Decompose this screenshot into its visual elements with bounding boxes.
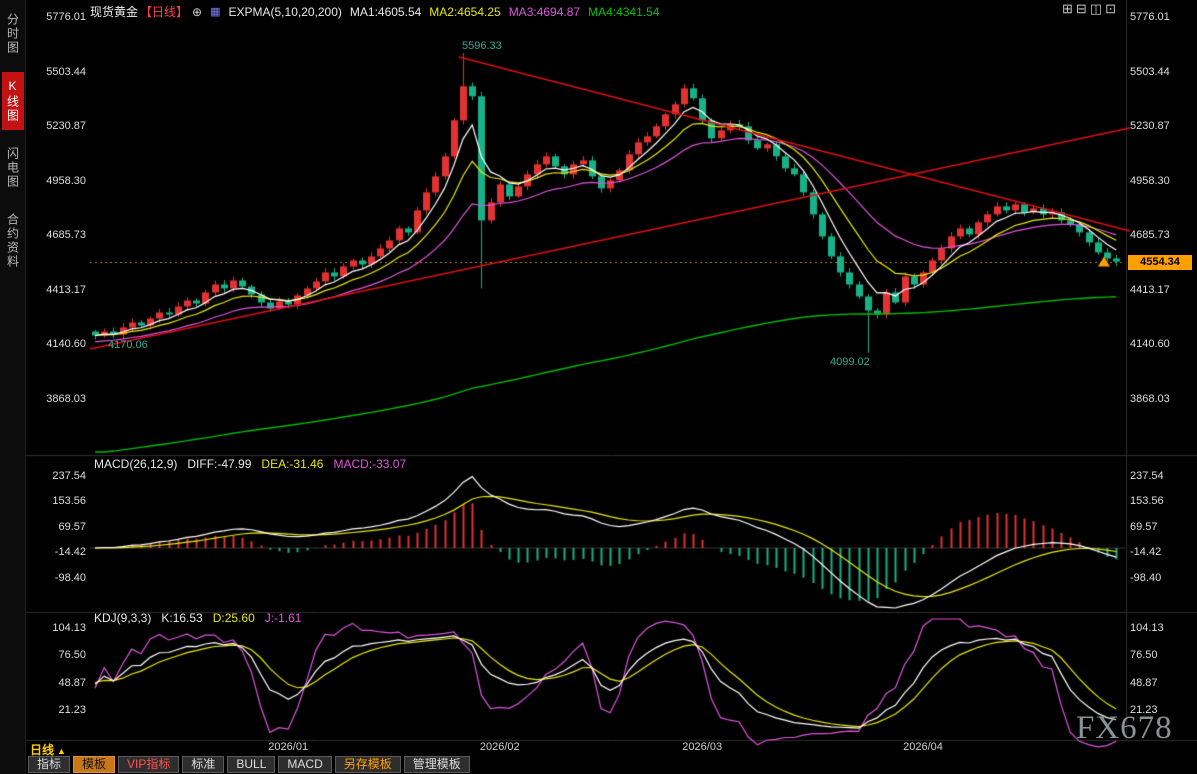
- x-axis-label: 2026/04: [903, 741, 943, 753]
- expand-icon[interactable]: ⊕: [192, 4, 203, 19]
- y-axis-label: 21.23: [1130, 703, 1158, 716]
- y-axis-label: 69.57: [1130, 520, 1158, 533]
- y-axis-label: -98.40: [1130, 571, 1162, 584]
- y-axis-label: 237.54: [52, 469, 86, 482]
- chart-type-sidebar: 分时图 K线图闪电图合约资料: [0, 0, 26, 774]
- macd-panel-title: MACD(26,12,9) DIFF:-47.99 DEA:-31.46 MAC…: [94, 457, 406, 471]
- y-axis-label: 104.13: [52, 622, 86, 634]
- y-axis-label: 3868.03: [1130, 392, 1170, 405]
- bottom-tab-1[interactable]: 指标: [28, 756, 71, 773]
- y-axis-label: -14.42: [1130, 546, 1162, 559]
- y-axis-label: 4140.60: [1130, 338, 1170, 351]
- indicator-chart-icon[interactable]: ▦: [210, 6, 221, 18]
- kdj-k-value: K:16.53: [161, 611, 203, 625]
- annotation-mid-low: 4099.02: [830, 356, 870, 368]
- x-axis-label: 2026/02: [479, 741, 520, 753]
- y-axis-label: -14.42: [54, 546, 86, 559]
- sidebar-tab-3[interactable]: 闪电图: [5, 147, 20, 189]
- bottom-tab-5[interactable]: BULL: [227, 756, 276, 773]
- layout-rows-icon[interactable]: ⊟: [1075, 1, 1087, 16]
- y-axis-label: 3868.03: [46, 392, 86, 405]
- y-axis-label: 4140.60: [46, 338, 86, 351]
- ma2-value: MA2:4654.25: [429, 4, 501, 19]
- layout-single-icon[interactable]: ⊡: [1105, 1, 1117, 16]
- y-axis-label: 104.13: [1130, 622, 1164, 634]
- bottom-tab-7[interactable]: 另存模板: [334, 756, 401, 773]
- bottom-tab-4[interactable]: 标准: [182, 756, 225, 773]
- bottom-tab-3[interactable]: VIP指标: [118, 756, 180, 773]
- kdj-d-value: D:25.60: [212, 611, 255, 625]
- bottom-tab-6[interactable]: MACD: [278, 756, 332, 773]
- kdj-panel-title: KDJ(9,3,3) K:16.53 D:25.60 J:-1.61: [94, 611, 301, 625]
- layout-columns-icon[interactable]: ◫: [1089, 1, 1103, 16]
- instrument-name: 现货黄金: [90, 5, 139, 19]
- bottom-tab-8[interactable]: 管理模板: [403, 756, 470, 773]
- y-axis-label: 5776.01: [1130, 11, 1170, 23]
- left-price-axis: 5776.01 5503.44 5230.87 4958.30 4685.73 4413.…: [24, 0, 86, 774]
- y-axis-label: -98.40: [54, 571, 86, 584]
- macd-label: MACD(26,12,9): [94, 457, 178, 471]
- y-axis-label: 153.56: [1130, 495, 1164, 508]
- bottom-tab-2[interactable]: 模板: [73, 756, 116, 773]
- kdj-j-value: J:-1.61: [264, 611, 302, 625]
- macd-dea-value: DEA:-31.46: [261, 457, 324, 471]
- y-axis-label: 4413.17: [46, 283, 86, 296]
- y-axis-label: 4685.73: [46, 229, 86, 242]
- y-axis-label: 237.54: [1130, 469, 1164, 482]
- ma3-value: MA3:4694.87: [508, 4, 581, 19]
- y-axis-label: 69.57: [58, 520, 86, 533]
- y-axis-label: 48.87: [58, 676, 86, 689]
- y-axis-label: 5776.01: [46, 11, 86, 23]
- x-axis-labels: 2026/01 2026/02 2026/03 2026/04: [0, 741, 1197, 755]
- macd-macd-value: MACD:-33.07: [333, 457, 407, 471]
- y-axis-label: 48.87: [1130, 676, 1158, 689]
- ma4-value: MA4:4341.54: [588, 4, 660, 19]
- y-axis-label: 4958.30: [1130, 174, 1170, 187]
- annotation-start-low: 4170.06: [108, 339, 148, 351]
- y-axis-label: 4413.17: [1130, 283, 1170, 296]
- y-axis-label: 76.50: [58, 649, 86, 662]
- expma-label: EXPMA(5,10,20,200): [228, 4, 342, 19]
- sidebar-tab-1[interactable]: 分时图: [5, 13, 20, 55]
- watermark: FX678: [1076, 710, 1173, 746]
- y-axis-label: 76.50: [1130, 649, 1158, 662]
- right-price-axis: 5776.01 5503.44 5230.87 4958.30 4685.73 4413.…: [1130, 0, 1196, 774]
- ma1-value: MA1:4605.54: [349, 4, 422, 19]
- y-axis-label: 5230.87: [46, 120, 86, 133]
- layout-grid-icon[interactable]: ⊞: [1062, 1, 1073, 16]
- period-selector[interactable]: 日线 ▲: [30, 741, 66, 758]
- sidebar-tab-2[interactable]: K线图: [1, 72, 24, 130]
- period-arrow-icon: ▲: [57, 746, 66, 756]
- y-axis-label: 5503.44: [1130, 65, 1170, 78]
- y-axis-label: 4685.73: [1130, 229, 1170, 242]
- x-axis-label: 2026/03: [682, 741, 723, 753]
- period-tag: 【日线】: [140, 5, 189, 19]
- period-text: 日线: [30, 743, 55, 757]
- sidebar-tab-4[interactable]: 合约资料: [5, 213, 20, 269]
- annotation-peak-high: 5596.33: [462, 40, 502, 52]
- macd-diff-value: DIFF:-47.99: [187, 457, 252, 471]
- last-price-tag: 4554.34: [1128, 254, 1192, 270]
- y-axis-label: 4958.30: [46, 174, 86, 187]
- bottom-toolbar: 指标 模板 VIP指标 标准 BULL MACD 另存模板 管理模板: [28, 756, 470, 773]
- y-axis-label: 5503.44: [46, 65, 86, 78]
- kdj-label: KDJ(9,3,3): [94, 611, 152, 625]
- chart-header: 现货黄金 【日线】 ⊕ ▦ EXPMA(5,10,20,200) MA1:460…: [90, 3, 659, 20]
- x-axis-label: 2026/01: [268, 741, 309, 753]
- y-axis-label: 21.23: [58, 703, 86, 716]
- y-axis-label: 5230.87: [1130, 120, 1170, 133]
- y-axis-label: 153.56: [52, 495, 86, 508]
- window-layout-icons: ⊞ ⊟ ◫ ⊡: [1062, 2, 1116, 16]
